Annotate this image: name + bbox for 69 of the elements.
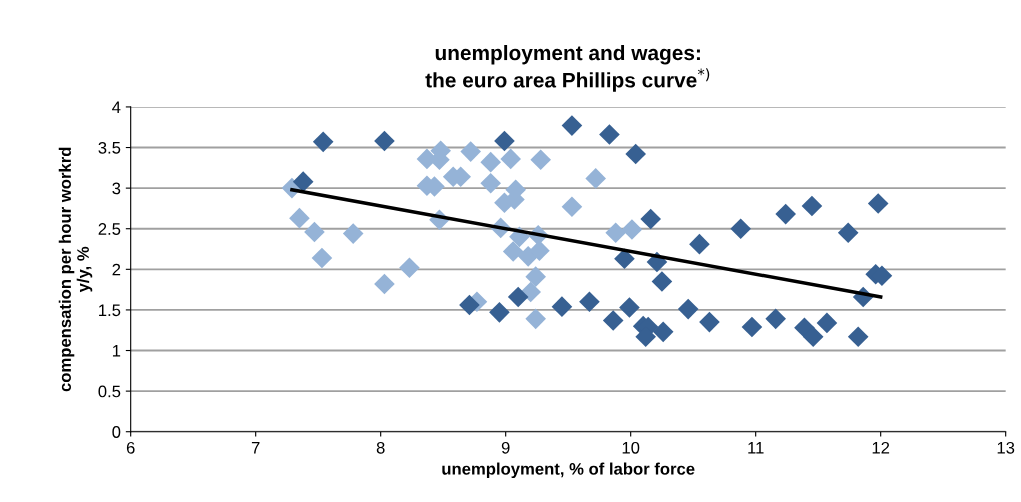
point — [837, 222, 859, 244]
x-tick-label: 8 — [376, 441, 385, 454]
y-tick-label: 2 — [112, 263, 121, 276]
point — [561, 115, 583, 136]
y-tick-label: 4 — [112, 101, 121, 113]
point — [551, 296, 573, 317]
point — [480, 151, 501, 173]
point — [530, 149, 551, 171]
point — [292, 171, 314, 192]
x-tick-label: 11 — [748, 442, 764, 454]
point — [640, 208, 661, 230]
point — [502, 241, 524, 262]
x-axis-title: unemployment, % of labor force — [442, 462, 695, 479]
point — [775, 203, 796, 225]
point — [652, 321, 674, 343]
point — [525, 266, 546, 287]
y-axis-title: compensation per hour workrd y/y, % — [58, 147, 93, 392]
point — [621, 219, 643, 240]
point — [507, 286, 529, 308]
point — [802, 326, 824, 348]
point — [730, 218, 751, 240]
point — [585, 168, 606, 189]
point — [525, 308, 546, 330]
point — [677, 298, 699, 320]
x-tick-label: 6 — [126, 441, 135, 454]
point — [561, 196, 583, 218]
point — [741, 316, 763, 338]
point — [619, 297, 640, 318]
y-tick-label: 1.5 — [99, 304, 121, 317]
point — [304, 221, 325, 243]
y-tick-label: 3 — [112, 182, 121, 195]
point — [460, 141, 481, 162]
point — [399, 257, 420, 278]
point — [500, 148, 521, 170]
point — [625, 143, 646, 165]
point — [689, 233, 710, 255]
x-tick-label: 10 — [622, 441, 640, 454]
point — [480, 172, 501, 194]
y-tick-label: 2.5 — [98, 223, 121, 235]
point — [494, 130, 515, 152]
x-tick-label: 12 — [872, 441, 890, 454]
point — [801, 195, 823, 217]
point — [529, 240, 550, 261]
point — [599, 124, 620, 145]
point — [765, 308, 786, 330]
point — [374, 273, 395, 295]
point — [342, 223, 364, 244]
point — [605, 222, 626, 244]
y-tick-label: 0 — [112, 426, 121, 438]
point — [289, 207, 310, 229]
point — [816, 312, 838, 334]
x-tick-label: 13 — [997, 441, 1015, 454]
point — [311, 247, 333, 269]
point — [651, 271, 673, 292]
y-tick-label: 3.5 — [98, 141, 121, 154]
point — [489, 302, 510, 323]
x-tick-label: 9 — [501, 441, 510, 454]
point — [847, 326, 869, 348]
point — [867, 193, 889, 214]
point — [699, 311, 720, 333]
point — [312, 131, 334, 153]
x-tick-label: 7 — [251, 442, 260, 454]
point — [579, 291, 600, 313]
chart-title: unemployment and wages: the euro area Phillips curve$^{*)}$ — [425, 44, 710, 92]
y-tick-label: 0.5 — [98, 385, 121, 398]
y-tick-label: 1 — [112, 345, 121, 357]
point — [602, 310, 624, 331]
point — [374, 130, 395, 152]
point — [459, 294, 480, 316]
